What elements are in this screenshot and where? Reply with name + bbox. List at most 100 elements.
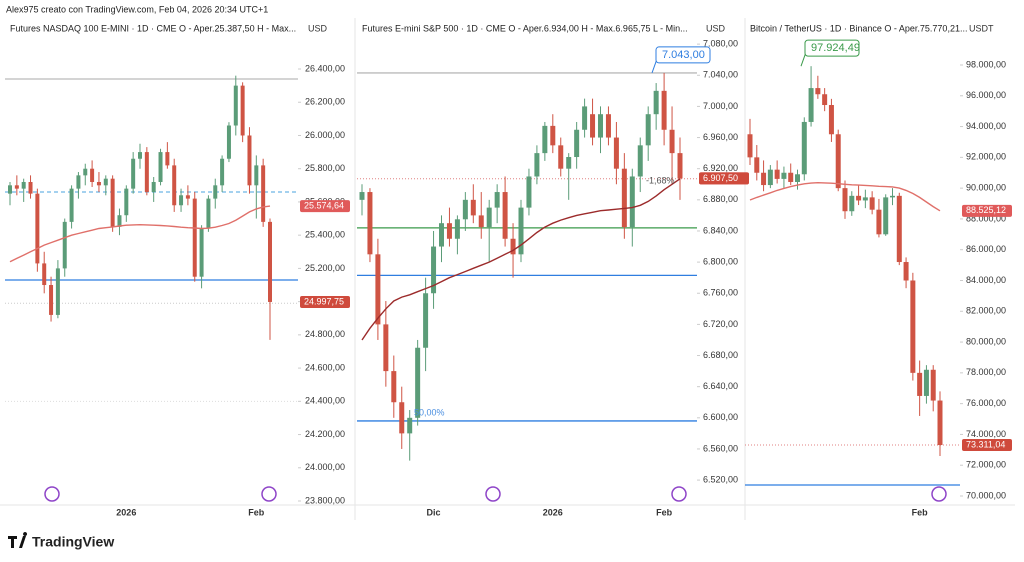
candle-body bbox=[199, 228, 204, 277]
price-tag-label: 6.907,50 bbox=[703, 173, 738, 183]
candle-body bbox=[645, 114, 651, 146]
candle-body bbox=[399, 402, 405, 434]
candle-body bbox=[8, 185, 12, 194]
y-tick-label: 74.000,00 bbox=[966, 429, 1006, 439]
price-tag bbox=[962, 439, 1012, 452]
callout-box bbox=[804, 39, 860, 57]
icons bbox=[44, 486, 947, 502]
y-tick-label: 82.000,00 bbox=[966, 306, 1006, 316]
icon[interactable] bbox=[931, 486, 947, 502]
candle-body bbox=[42, 263, 47, 286]
currency: USD bbox=[706, 23, 726, 33]
candle-body bbox=[754, 157, 760, 173]
y-tick-label: 90.000,00 bbox=[966, 183, 1006, 193]
candle-body bbox=[470, 199, 476, 216]
y-tick-label: 72.000,00 bbox=[966, 460, 1006, 470]
x-tick-label: 2026 bbox=[543, 507, 563, 517]
y-tick-label: 6.800,00 bbox=[703, 256, 738, 266]
candle-body bbox=[677, 153, 683, 179]
moving-average bbox=[749, 181, 941, 212]
y-tick-label: 24.400,00 bbox=[305, 396, 345, 406]
candle-body bbox=[247, 135, 252, 186]
candle-body bbox=[124, 188, 129, 216]
candle-body bbox=[21, 181, 26, 189]
x-tick-label: 2026 bbox=[116, 507, 136, 517]
candle-body bbox=[359, 192, 365, 200]
price-tag-label: 25.574,64 bbox=[304, 201, 344, 211]
icon[interactable] bbox=[485, 486, 501, 502]
x-tick-label: Feb bbox=[912, 507, 929, 517]
price-tag bbox=[699, 172, 749, 185]
candle-body bbox=[767, 169, 773, 186]
y-tick-label: 24.000,00 bbox=[305, 462, 345, 472]
candle-body bbox=[574, 129, 580, 158]
candle-body bbox=[226, 125, 231, 159]
logo: TradingView bbox=[8, 532, 114, 550]
candle-body bbox=[890, 195, 895, 198]
candle-body bbox=[629, 176, 635, 228]
candle-body bbox=[14, 185, 19, 189]
y-tick-label: 76.000,00 bbox=[966, 398, 1006, 408]
y-tick-label: 6.680,00 bbox=[703, 350, 738, 360]
candle-body bbox=[510, 238, 516, 255]
candle-body bbox=[240, 85, 245, 136]
candle-body bbox=[486, 207, 492, 228]
y-tick-label: 26.000,00 bbox=[305, 130, 345, 140]
candle-body bbox=[896, 195, 902, 263]
candle-body bbox=[423, 293, 429, 348]
icon[interactable] bbox=[671, 486, 687, 502]
candle-body bbox=[454, 219, 460, 239]
y-tick-label: 6.880,00 bbox=[703, 194, 738, 204]
candle-body bbox=[462, 199, 468, 220]
candle-body bbox=[110, 178, 115, 227]
candle-body bbox=[795, 174, 800, 182]
candle-body bbox=[801, 121, 807, 175]
candle-body bbox=[151, 181, 156, 192]
y-tick-label: 78.000,00 bbox=[966, 367, 1006, 377]
candle-body bbox=[206, 198, 211, 229]
candle-body bbox=[903, 262, 909, 281]
callout-label: 7.043,00 bbox=[662, 49, 705, 61]
callout-label: 97.924,49 bbox=[811, 42, 860, 54]
candle-body bbox=[35, 193, 40, 264]
candle-body bbox=[28, 181, 33, 194]
y-tick-label: 6.520,00 bbox=[703, 474, 738, 484]
candle-body bbox=[883, 197, 889, 235]
candle-body bbox=[808, 88, 814, 122]
y-tick-label: 6.760,00 bbox=[703, 288, 738, 298]
price-tag-label: 73.311,04 bbox=[966, 439, 1005, 449]
candle-body bbox=[165, 152, 170, 166]
candle-body bbox=[220, 158, 225, 186]
candle-body bbox=[526, 176, 532, 208]
candle-body bbox=[815, 88, 821, 95]
logo-icon bbox=[8, 532, 28, 548]
candle-body bbox=[213, 185, 218, 199]
candle-body bbox=[96, 181, 101, 186]
chart-title: Futures E-mini S&P 500 · 1D · CME O - Ap… bbox=[362, 23, 688, 33]
icon[interactable] bbox=[261, 486, 277, 502]
candle-body bbox=[367, 192, 373, 255]
candle-body bbox=[158, 152, 163, 182]
y-tick-label: 88.000,00 bbox=[966, 213, 1006, 223]
candle-body bbox=[849, 195, 855, 212]
candle-body bbox=[842, 188, 848, 212]
y-tick-label: 6.720,00 bbox=[703, 319, 738, 329]
candle-body bbox=[192, 198, 197, 277]
candle-body bbox=[869, 197, 875, 210]
candle-body bbox=[937, 400, 943, 446]
chart-panel: Futures E-mini S&P 500 · 1D · CME O - Ap… bbox=[352, 23, 752, 517]
candle-body bbox=[862, 197, 868, 201]
y-tick-label: 26.400,00 bbox=[305, 63, 345, 73]
icon[interactable] bbox=[44, 486, 60, 502]
candle-body bbox=[558, 145, 564, 169]
moving-average bbox=[9, 205, 271, 263]
candle-body bbox=[661, 90, 667, 130]
candle-body bbox=[613, 137, 619, 169]
chart-title: Futures NASDAQ 100 E-MINI · 1D · CME O -… bbox=[10, 23, 296, 33]
candle-body bbox=[910, 280, 916, 373]
candle-body bbox=[62, 221, 67, 269]
candle-body bbox=[590, 114, 596, 138]
x-tick-label: Dic bbox=[427, 507, 441, 517]
candle-body bbox=[761, 172, 767, 186]
